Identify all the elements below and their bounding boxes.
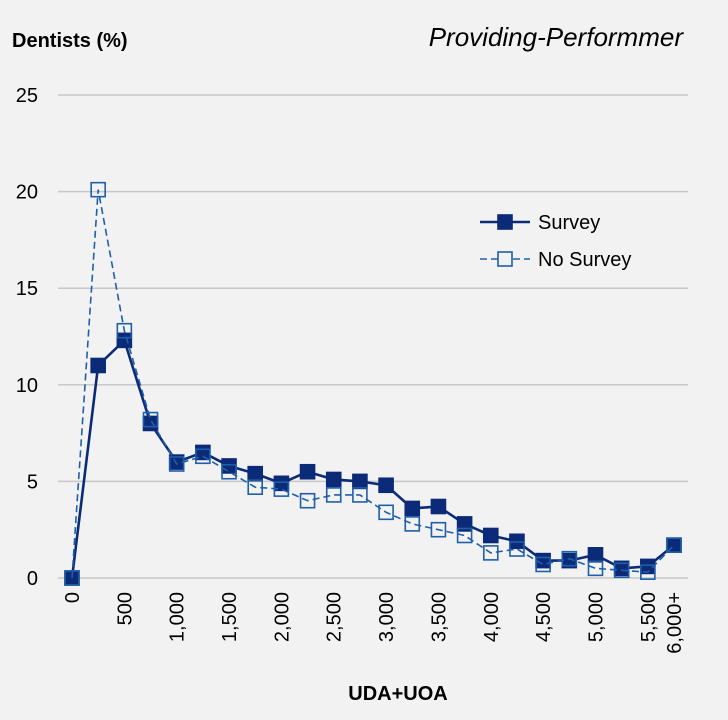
point-marker [90,181,106,198]
legend-marker [497,214,513,230]
x-tick-label: 2,000 [271,592,293,642]
x-tick-label: 1,500 [219,592,241,642]
point-marker [482,527,499,544]
point-marker [299,463,316,480]
point-marker [587,560,604,577]
legend-label: No Survey [538,249,631,271]
x-tick-label: 500 [114,592,136,625]
x-tick-label: 3,000 [376,592,398,642]
x-axis-title: UDA+UOA [348,683,447,705]
point-marker [456,527,473,544]
y-tick-label: 20 [16,182,38,204]
legend-label: Survey [538,212,600,234]
point-marker [666,537,682,553]
point-marker [561,550,578,567]
point-marker [142,415,159,432]
point-marker [378,504,394,521]
point-marker [404,516,421,532]
point-marker [221,463,237,480]
y-tick-label: 0 [27,568,38,590]
point-marker [273,481,290,497]
point-marker [613,562,630,579]
point-marker [247,465,264,482]
point-marker [116,322,133,339]
chart-title: Providing-Performmer [429,22,685,52]
x-tick-label: 0 [62,592,84,603]
point-marker [168,456,185,472]
point-marker [404,500,421,517]
x-tick-label: 3,500 [428,592,450,642]
point-marker [325,471,342,488]
point-marker [352,473,368,490]
x-tick-label: 6,000+ [664,592,686,654]
y-tick-label: 10 [16,375,38,397]
y-tick-label: 25 [16,85,38,107]
point-marker [90,357,106,374]
point-marker [535,552,551,569]
point-marker [247,479,264,495]
x-tick-label: 1,000 [167,592,189,642]
point-marker [509,541,525,557]
point-marker [142,411,159,428]
point-marker [221,458,237,474]
point-marker [430,521,447,538]
point-marker [352,487,368,503]
point-marker [535,556,551,573]
x-tick-label: 5,000 [585,592,607,642]
y-tick-label: 5 [27,471,38,493]
point-marker [587,547,604,563]
point-marker [325,487,342,503]
x-tick-label: 2,500 [324,592,346,642]
point-marker [456,516,473,532]
y-axis-title: Dentists (%) [12,30,128,52]
point-marker [195,448,211,465]
legend-marker [497,251,513,267]
point-marker [378,477,394,494]
series-line [71,189,675,579]
x-tick-label: 5,500 [638,592,660,642]
x-tick-label: 4,000 [481,592,503,642]
point-marker [116,332,133,349]
y-tick-label: 15 [16,278,38,300]
x-tick-label: 4,500 [533,592,555,642]
point-marker [299,492,316,509]
point-marker [640,564,656,581]
point-marker [430,498,447,515]
point-marker [64,570,80,586]
point-marker [482,545,499,561]
